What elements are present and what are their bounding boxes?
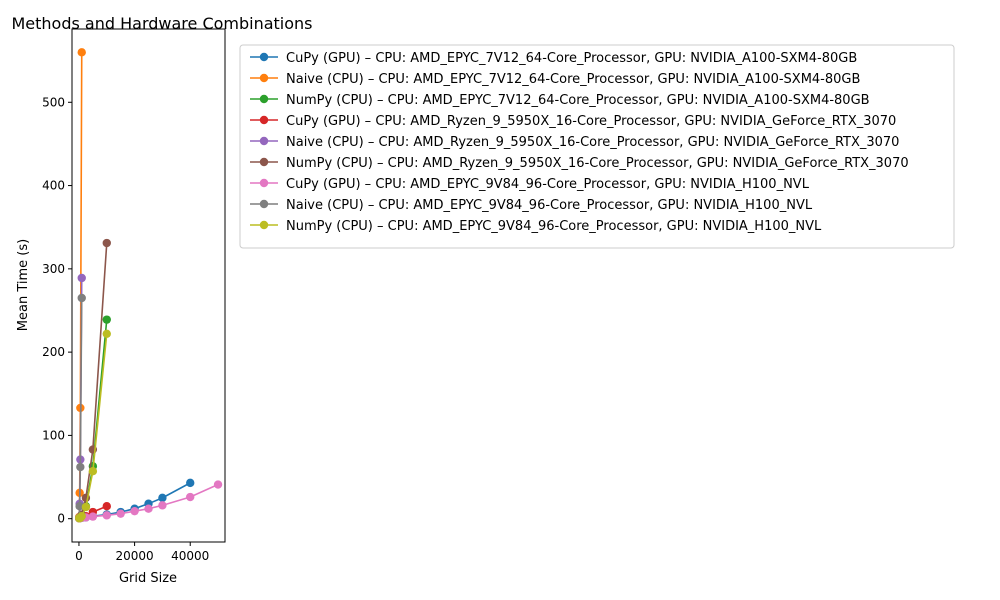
- legend-item: Naive (CPU) – CPU: AMD_EPYC_9V84_96-Core…: [250, 198, 813, 213]
- legend-label: NumPy (CPU) – CPU: AMD_EPYC_9V84_96-Core…: [286, 219, 822, 234]
- chart-title: Methods and Hardware Combinations: [11, 14, 312, 33]
- data-point: [77, 293, 86, 303]
- legend-frame: [239, 44, 955, 249]
- data-point: [144, 504, 153, 513]
- legend-item: Naive (CPU) – CPU: AMD_EPYC_7V12_64-Core…: [250, 72, 860, 87]
- data-point: [213, 480, 223, 489]
- legend-marker: [259, 115, 269, 125]
- y-tick-label: 400: [42, 179, 65, 193]
- legend-marker: [259, 178, 269, 188]
- legend-marker: [259, 94, 269, 104]
- legend-item: CuPy (GPU) – CPU: AMD_Ryzen_9_5950X_16-C…: [250, 114, 896, 129]
- data-point: [158, 493, 167, 503]
- series-layer: [75, 48, 223, 523]
- legend-marker: [259, 73, 269, 83]
- data-point: [102, 315, 111, 324]
- legend-item: Naive (CPU) – CPU: AMD_Ryzen_9_5950X_16-…: [250, 135, 899, 150]
- y-tick-label: 500: [42, 95, 65, 109]
- legend-label: Naive (CPU) – CPU: AMD_EPYC_7V12_64-Core…: [286, 72, 860, 87]
- series-line: [78, 297, 83, 518]
- data-point: [102, 511, 111, 520]
- data-point: [130, 506, 139, 516]
- y-tick-label: 0: [57, 512, 65, 526]
- data-point: [88, 467, 98, 476]
- data-point: [77, 511, 86, 521]
- legend-marker: [259, 199, 269, 209]
- data-point: [102, 329, 111, 339]
- legend-label: CuPy (GPU) – CPU: AMD_Ryzen_9_5950X_16-C…: [286, 114, 896, 129]
- legend-label: CuPy (GPU) – CPU: AMD_EPYC_9V84_96-Core_…: [286, 177, 810, 192]
- y-tick-label: 100: [42, 428, 65, 442]
- data-point: [88, 512, 98, 521]
- data-point: [116, 509, 125, 518]
- series-line: [78, 319, 108, 520]
- x-axis-label: Grid Size: [119, 571, 177, 586]
- legend-item: CuPy (GPU) – CPU: AMD_EPYC_9V84_96-Core_…: [250, 177, 810, 192]
- legend-item: NumPy (CPU) – CPU: AMD_EPYC_7V12_64-Core…: [250, 93, 870, 108]
- data-point: [77, 273, 86, 283]
- legend-item: NumPy (CPU) – CPU: AMD_EPYC_9V84_96-Core…: [250, 219, 822, 234]
- data-point: [75, 501, 84, 511]
- legend-item: NumPy (CPU) – CPU: AMD_Ryzen_9_5950X_16-…: [250, 156, 909, 171]
- data-point: [102, 238, 111, 248]
- y-axis: 0 100 200 300 400 500: [42, 95, 72, 526]
- legend: CuPy (GPU) – CPU: AMD_EPYC_7V12_64-Core_…: [239, 44, 955, 249]
- series-8: [75, 329, 111, 523]
- y-axis-label: Mean Time (s): [16, 239, 31, 331]
- legend-label: Naive (CPU) – CPU: AMD_Ryzen_9_5950X_16-…: [286, 135, 899, 150]
- x-axis: 0 20000 40000: [75, 542, 209, 563]
- data-point: [186, 478, 195, 488]
- legend-marker: [259, 136, 269, 146]
- plot-area: [71, 28, 226, 543]
- x-tick-label: 20000: [115, 549, 153, 563]
- legend-marker: [259, 220, 269, 230]
- legend-label: Naive (CPU) – CPU: AMD_EPYC_9V84_96-Core…: [286, 198, 813, 213]
- legend-item: CuPy (GPU) – CPU: AMD_EPYC_7V12_64-Core_…: [250, 51, 857, 66]
- legend-marker: [259, 52, 269, 62]
- data-point: [102, 501, 111, 511]
- x-tick-label: 40000: [171, 549, 209, 563]
- y-tick-label: 200: [42, 345, 65, 359]
- data-point: [158, 501, 167, 510]
- legend-label: NumPy (CPU) – CPU: AMD_EPYC_7V12_64-Core…: [286, 93, 870, 108]
- x-tick-label: 0: [75, 549, 83, 563]
- data-point: [81, 502, 91, 512]
- legend-label: CuPy (GPU) – CPU: AMD_EPYC_7V12_64-Core_…: [286, 51, 857, 66]
- y-tick-label: 300: [42, 262, 65, 276]
- data-point: [77, 48, 86, 57]
- legend-label: NumPy (CPU) – CPU: AMD_Ryzen_9_5950X_16-…: [286, 156, 909, 171]
- legend-marker: [259, 157, 269, 167]
- data-point: [186, 492, 195, 502]
- data-point: [76, 462, 85, 472]
